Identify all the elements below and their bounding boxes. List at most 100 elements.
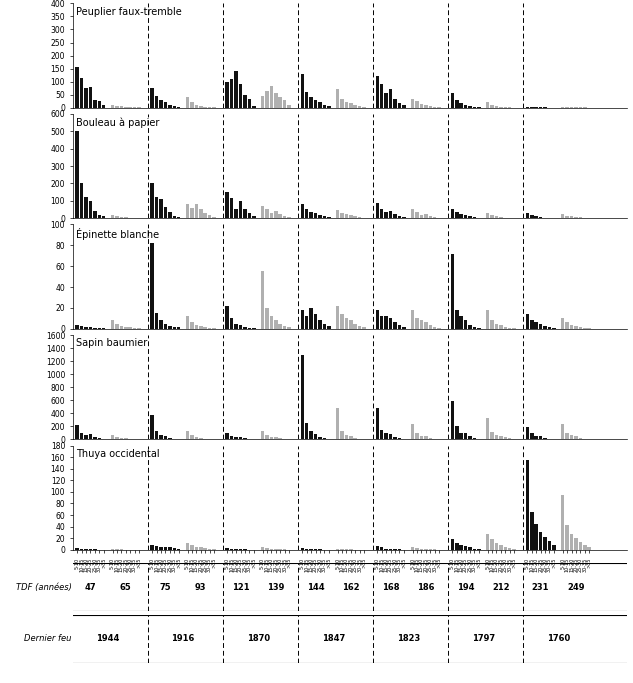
Text: Peuplier faux-tremble: Peuplier faux-tremble	[75, 7, 181, 16]
Bar	[80, 326, 84, 329]
Bar	[499, 436, 503, 439]
Bar	[336, 408, 339, 439]
Bar	[234, 324, 238, 329]
Bar	[199, 106, 203, 108]
Bar	[283, 100, 286, 108]
Bar	[190, 208, 194, 219]
Bar	[173, 106, 176, 108]
Bar	[301, 548, 304, 550]
Bar	[344, 434, 348, 439]
Bar	[305, 548, 308, 550]
Bar	[353, 324, 357, 329]
Bar	[565, 216, 569, 219]
Text: 1944: 1944	[96, 634, 120, 643]
Bar	[353, 105, 357, 108]
Text: 212: 212	[492, 583, 510, 592]
Bar	[177, 217, 180, 219]
Bar	[203, 438, 207, 439]
Bar	[543, 537, 547, 550]
Bar	[539, 436, 542, 439]
Bar	[327, 106, 330, 108]
Bar	[424, 322, 428, 329]
Bar	[111, 320, 115, 329]
Bar	[111, 104, 115, 108]
Bar	[411, 548, 415, 550]
Bar	[336, 89, 339, 108]
Bar	[525, 213, 529, 219]
Bar	[420, 548, 423, 550]
Bar	[279, 438, 282, 439]
Bar	[323, 324, 326, 329]
Bar	[270, 437, 273, 439]
Bar	[164, 207, 167, 219]
Bar	[393, 98, 397, 108]
Bar	[230, 548, 234, 550]
Text: 47: 47	[85, 583, 96, 592]
Bar	[305, 209, 308, 219]
Bar	[248, 328, 251, 329]
Text: 1760: 1760	[547, 634, 570, 643]
Bar	[265, 209, 269, 219]
Bar	[102, 438, 106, 439]
Bar	[274, 548, 278, 550]
Bar	[89, 434, 92, 439]
Bar	[473, 217, 476, 219]
Bar	[561, 424, 565, 439]
Bar	[552, 545, 556, 550]
Bar	[164, 548, 167, 550]
Bar	[539, 324, 542, 329]
Bar	[424, 214, 428, 219]
Bar	[534, 216, 538, 219]
Bar	[398, 438, 401, 439]
Bar	[525, 107, 529, 108]
Bar	[75, 548, 79, 550]
Bar	[468, 436, 472, 439]
Bar	[341, 98, 344, 108]
Bar	[248, 213, 251, 219]
Bar	[570, 324, 573, 329]
Bar	[565, 433, 569, 439]
Bar	[252, 106, 256, 108]
Bar	[234, 71, 238, 108]
Bar	[473, 548, 476, 550]
Bar	[349, 320, 353, 329]
Bar	[561, 214, 565, 219]
Bar	[75, 68, 79, 108]
Bar	[349, 215, 353, 219]
Bar	[429, 324, 432, 329]
Bar	[93, 328, 97, 329]
Bar	[265, 308, 269, 329]
Bar	[225, 306, 229, 329]
Bar	[539, 533, 542, 550]
Bar	[375, 76, 379, 108]
Bar	[230, 318, 234, 329]
Bar	[128, 107, 132, 108]
Bar	[429, 106, 432, 108]
Bar	[574, 436, 578, 439]
Bar	[362, 107, 366, 108]
Bar	[243, 209, 247, 219]
Bar	[190, 102, 194, 108]
Bar	[208, 328, 211, 329]
Text: 65: 65	[120, 583, 132, 592]
Text: Sapin baumier: Sapin baumier	[75, 338, 147, 348]
Bar	[301, 204, 304, 219]
Text: 162: 162	[342, 583, 360, 592]
Bar	[455, 543, 458, 550]
Bar	[225, 192, 229, 219]
Bar	[168, 438, 172, 439]
Bar	[508, 438, 511, 439]
Text: 194: 194	[457, 583, 474, 592]
Bar	[384, 316, 388, 329]
Bar	[89, 201, 92, 219]
Text: 139: 139	[267, 583, 284, 592]
Bar	[491, 432, 494, 439]
Bar	[160, 320, 163, 329]
Bar	[239, 437, 242, 439]
Bar	[80, 548, 84, 550]
Bar	[565, 525, 569, 550]
Bar	[344, 102, 348, 108]
Bar	[239, 201, 242, 219]
Bar	[212, 328, 216, 329]
Bar	[173, 326, 176, 329]
